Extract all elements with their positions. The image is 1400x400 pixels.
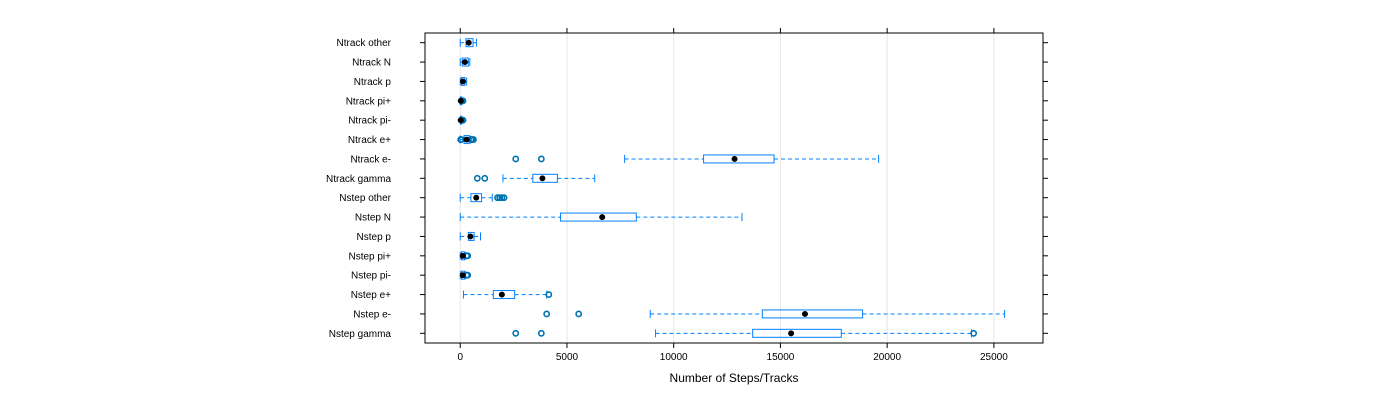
box-nstep-e- <box>543 309 1006 319</box>
outlier-point <box>537 155 545 163</box>
category-label: Ntrack e+ <box>348 135 391 146</box>
category-label: Nstep other <box>339 193 391 204</box>
median-point <box>463 136 470 143</box>
median-point <box>459 272 466 279</box>
box-nstep-other <box>459 193 508 203</box>
category-label: Ntrack p <box>354 77 392 88</box>
outlier-point <box>543 310 551 318</box>
box-nstep-pi- <box>459 251 472 261</box>
outlier-point <box>970 329 978 337</box>
plot-frame <box>424 32 1044 344</box>
box-ntrack-gamma <box>473 173 596 183</box>
box-ntrack-p <box>459 76 468 86</box>
iqr-box <box>532 173 558 183</box>
box-ntrack-e- <box>512 154 880 164</box>
median-point <box>731 155 738 162</box>
x-tick-label: 25000 <box>980 352 1008 363</box>
box-nstep-n <box>459 212 743 222</box>
x-tick-label: 0 <box>457 352 463 363</box>
iqr-box <box>470 193 483 203</box>
category-label: Nstep pi- <box>351 271 391 282</box>
box-nstep-pi- <box>459 270 472 280</box>
median-point <box>461 59 468 66</box>
median-point <box>457 97 464 104</box>
grid-layer <box>459 33 995 343</box>
box-nstep-e- <box>462 290 553 300</box>
outlier-point <box>500 194 508 202</box>
category-label: Nstep gamma <box>329 329 392 340</box>
category-label: Ntrack N <box>352 58 391 69</box>
category-label: Nstep pi+ <box>348 251 391 262</box>
category-label: Ntrack other <box>337 38 392 49</box>
box-ntrack-e- <box>457 135 477 145</box>
outlier-point <box>537 329 545 337</box>
median-point <box>459 78 466 85</box>
box-ntrack-n <box>459 57 471 67</box>
iqr-box <box>752 328 842 338</box>
median-point <box>467 233 474 240</box>
box-ntrack-other <box>459 38 477 48</box>
outlier-point <box>481 174 489 182</box>
median-point <box>459 252 466 259</box>
category-label: Ntrack pi+ <box>346 96 391 107</box>
outlier-point <box>545 291 553 298</box>
box-layer <box>457 38 1006 338</box>
x-tick-label: 5000 <box>556 352 579 363</box>
category-label: Ntrack e- <box>350 154 391 165</box>
category-label: Nstep e- <box>353 309 391 320</box>
outlier-point <box>464 271 472 279</box>
x-axis-title: Number of Steps/Tracks <box>670 371 799 385</box>
median-point <box>539 175 546 182</box>
x-tick-label: 10000 <box>660 352 688 363</box>
category-label: Nstep e+ <box>351 290 391 301</box>
outlier-point <box>575 310 583 318</box>
median-point <box>599 214 606 221</box>
outlier-point <box>470 136 477 143</box>
box-ntrack-pi- <box>457 115 467 125</box>
iqr-box <box>492 290 516 300</box>
iqr-box <box>560 212 637 222</box>
category-label: Nstep N <box>355 213 391 224</box>
outlier-point <box>512 155 520 163</box>
label-layer: Ntrack other Ntrack N Ntrack p Ntrack pi+ Nt… <box>326 38 392 340</box>
x-tick-label: 20000 <box>873 352 901 363</box>
median-point <box>498 291 505 298</box>
box-nstep-p <box>459 231 482 241</box>
outlier-point <box>473 174 481 182</box>
x-tick-label: 15000 <box>767 352 795 363</box>
median-point <box>473 194 480 201</box>
median-point <box>465 39 472 46</box>
box-ntrack-pi- <box>457 96 467 106</box>
iqr-box <box>703 154 775 164</box>
iqr-box <box>761 309 864 319</box>
median-point <box>457 117 464 124</box>
median-point <box>788 330 795 337</box>
outlier-point <box>512 329 520 337</box>
outlier-point <box>464 252 472 260</box>
category-label: Ntrack pi- <box>348 116 391 127</box>
tick-layer: 0 5000 10000 15000 20000 25000 <box>420 28 1048 363</box>
category-label: Ntrack gamma <box>326 174 391 185</box>
category-label: Nstep p <box>357 232 392 243</box>
median-point <box>801 310 808 317</box>
box-nstep-gamma <box>512 328 978 338</box>
